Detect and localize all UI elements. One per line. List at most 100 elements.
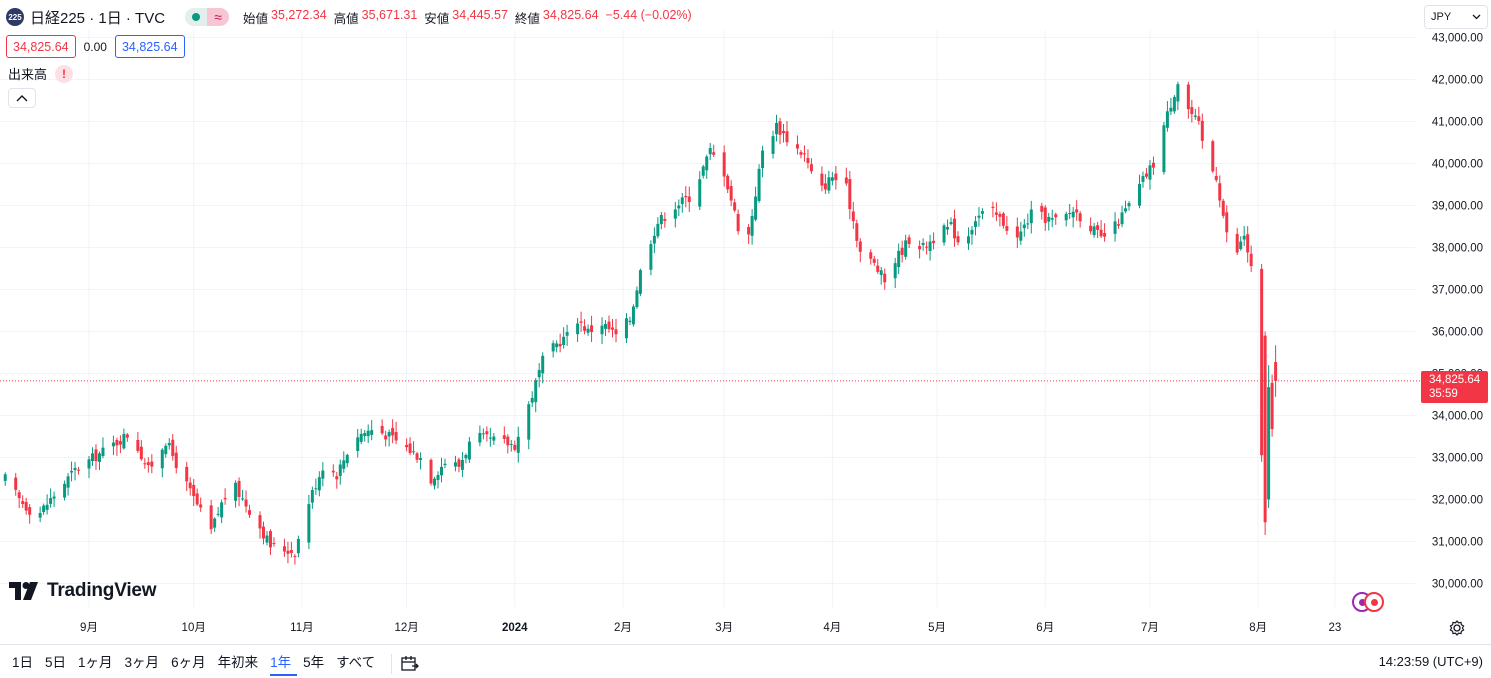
range-6m[interactable]: 6ヶ月: [171, 655, 206, 670]
candle-body: [359, 433, 363, 442]
candle: [199, 497, 203, 512]
candle: [513, 440, 517, 452]
candle-body: [167, 443, 171, 446]
collapse-legend-button[interactable]: [8, 88, 36, 108]
candle: [1019, 221, 1023, 245]
candle: [478, 425, 482, 447]
candle-body: [583, 326, 587, 331]
x-tick-label: 9月: [80, 622, 98, 634]
candle: [1124, 200, 1128, 214]
warning-icon[interactable]: !: [55, 64, 74, 83]
event-marker-news[interactable]: [1364, 592, 1384, 612]
range-all[interactable]: すべて: [336, 655, 376, 670]
range-1d[interactable]: 1日: [12, 655, 34, 670]
candle-body: [272, 543, 276, 545]
range-1y[interactable]: 1年: [270, 651, 298, 676]
candle-body: [855, 223, 859, 241]
candle-body: [778, 121, 782, 135]
trade-buttons: 34,825.64 0.00 34,825.64: [6, 35, 185, 58]
candle: [778, 117, 782, 145]
price-chart[interactable]: 30,000.00 31,000.00 32,000.00 33,000.00 34,0…: [0, 0, 1491, 644]
candle-body: [907, 237, 911, 245]
candle: [356, 428, 360, 458]
range-5y[interactable]: 5年: [303, 655, 325, 670]
date-range-icon[interactable]: [400, 655, 420, 673]
chart-clock[interactable]: 14:23:59 (UTC+9): [1378, 654, 1483, 669]
candle: [492, 432, 496, 445]
candle-body: [1137, 183, 1141, 206]
candle-body: [216, 513, 220, 515]
candle: [272, 537, 276, 547]
candle: [433, 476, 437, 490]
candle-body: [1078, 213, 1082, 222]
candle-body: [286, 550, 290, 554]
candle: [893, 257, 897, 289]
candle: [649, 240, 653, 276]
candle: [1246, 226, 1250, 263]
candle: [1026, 213, 1030, 229]
candle-body: [977, 215, 981, 218]
candle: [998, 211, 1002, 227]
y-tick-label: 42,000.00: [1432, 75, 1483, 87]
price-axis[interactable]: 30,000.00 31,000.00 32,000.00 33,000.00 34,0…: [1432, 33, 1483, 591]
candle: [42, 503, 46, 515]
candle-body: [750, 216, 754, 236]
market-open-icon[interactable]: [185, 8, 208, 26]
candle-body: [150, 461, 154, 467]
candle-body: [1064, 213, 1068, 221]
candle-body: [1092, 226, 1096, 236]
candle: [1249, 245, 1253, 272]
candle-body: [1186, 84, 1190, 110]
candle: [729, 180, 733, 207]
candle: [289, 541, 293, 558]
candle-body: [391, 427, 395, 436]
x-tick-label: 2024: [502, 622, 528, 634]
candle: [708, 142, 712, 160]
candle-body: [802, 153, 806, 155]
candle-body: [1117, 224, 1121, 226]
candle: [736, 209, 740, 235]
y-tick-label: 41,000.00: [1432, 117, 1483, 129]
range-1m[interactable]: 1ヶ月: [78, 655, 113, 670]
candle-body: [1249, 253, 1253, 267]
candle-body: [185, 466, 189, 482]
gear-icon[interactable]: [1448, 619, 1466, 637]
sell-button[interactable]: 34,825.64: [6, 35, 76, 58]
currency-select[interactable]: JPY: [1424, 5, 1488, 29]
tradingview-logo[interactable]: TradingView: [9, 580, 157, 602]
candle: [195, 488, 199, 506]
candle-body: [736, 213, 740, 232]
candle: [991, 201, 995, 218]
candle: [726, 173, 730, 194]
range-3m[interactable]: 3ヶ月: [124, 655, 160, 670]
spread-value: 0.00: [83, 39, 107, 54]
market-status[interactable]: ≈: [185, 8, 230, 26]
candle: [823, 174, 827, 194]
range-5d[interactable]: 5日: [45, 655, 67, 670]
candle: [1225, 205, 1229, 243]
ohlc-legend: 始値 35,272.34 高値 35,671.31 安値 34,445.57 終…: [243, 8, 696, 27]
candle: [485, 426, 489, 442]
candle: [244, 490, 248, 513]
candle-body: [848, 179, 852, 210]
candle-body: [1270, 382, 1274, 430]
symbol-logo[interactable]: 225: [6, 8, 24, 26]
candle: [1089, 217, 1093, 235]
candle: [321, 462, 325, 487]
candle-body: [1089, 225, 1093, 232]
candle: [143, 458, 147, 469]
bottom-toolbar: 1日 5日 1ヶ月 3ヶ月 6ヶ月 年初来 1年 5年 すべて 14:23:59…: [0, 644, 1491, 678]
time-axis[interactable]: 9月 10月 11月 12月 2024 2月 3月 4月 5月 6月 7月 8月 23: [80, 622, 1341, 634]
candle-body: [1113, 221, 1117, 234]
range-ytd[interactable]: 年初来: [217, 655, 259, 670]
candle-body: [506, 436, 510, 446]
candle: [834, 166, 838, 190]
volume-indicator[interactable]: 出来高 !: [8, 64, 74, 83]
candle: [631, 304, 635, 327]
delayed-data-icon[interactable]: ≈: [207, 8, 230, 26]
buy-button[interactable]: 34,825.64: [114, 35, 185, 58]
candle: [851, 201, 855, 229]
candle-body: [241, 498, 245, 500]
candle-body: [970, 229, 974, 235]
symbol-title[interactable]: 日経225 · 1日 · TVC: [30, 9, 166, 27]
